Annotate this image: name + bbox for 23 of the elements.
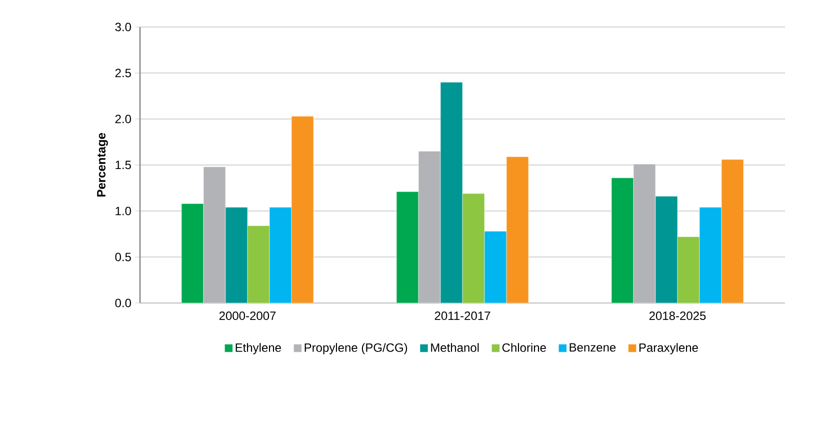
y-tick-label: 2.0: [115, 114, 132, 124]
x-tick-label: 2018-2025: [649, 312, 706, 320]
bar: [225, 207, 248, 303]
x-tick-label: 2000-2007: [219, 312, 276, 320]
y-tick-label: 0.5: [115, 252, 131, 262]
y-tick-label: 0.0: [115, 298, 132, 308]
bar: [462, 193, 485, 303]
legend-label: Chlorine: [502, 343, 546, 352]
y-tick-label: 1.0: [116, 206, 132, 216]
y-tick-label: 3.0: [115, 22, 132, 32]
legend-label: Propylene (PG/CG): [304, 343, 408, 354]
bar: [247, 226, 270, 303]
bar: [655, 196, 678, 303]
y-tick-label: 1.5: [116, 160, 131, 170]
bar: [440, 82, 463, 303]
legend-label: Paraxylene: [639, 343, 698, 354]
y-tick-label: 2.5: [115, 68, 131, 78]
x-tick-label: 2011-2017: [434, 312, 490, 320]
legend-label: Benzene: [570, 343, 616, 352]
legend-label: Methanol: [431, 343, 479, 352]
bar: [677, 236, 700, 303]
legend-label: Ethylene: [236, 343, 281, 354]
y-axis-title: Percentage: [97, 133, 108, 197]
